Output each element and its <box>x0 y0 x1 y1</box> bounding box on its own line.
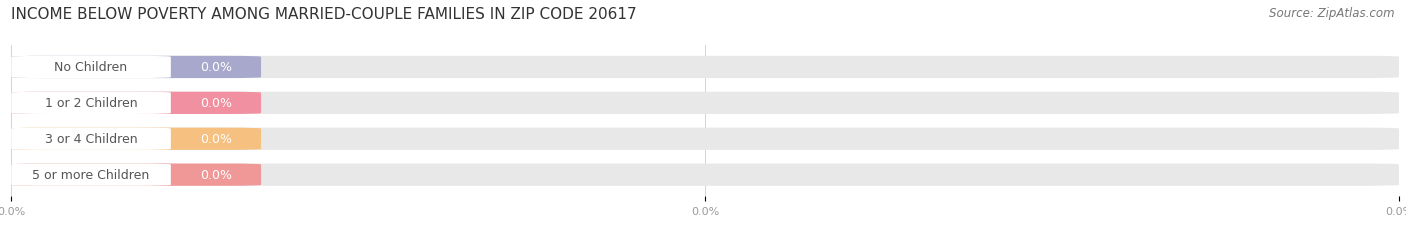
FancyBboxPatch shape <box>11 128 262 150</box>
FancyBboxPatch shape <box>11 128 1399 150</box>
FancyBboxPatch shape <box>11 164 1399 186</box>
Text: 0.0%: 0.0% <box>200 168 232 181</box>
FancyBboxPatch shape <box>11 57 262 79</box>
Text: 5 or more Children: 5 or more Children <box>32 168 149 181</box>
FancyBboxPatch shape <box>11 92 172 115</box>
FancyBboxPatch shape <box>11 92 1399 115</box>
Text: No Children: No Children <box>55 61 128 74</box>
FancyBboxPatch shape <box>11 57 1399 79</box>
Text: 1 or 2 Children: 1 or 2 Children <box>45 97 138 110</box>
FancyBboxPatch shape <box>11 164 172 186</box>
FancyBboxPatch shape <box>11 57 172 79</box>
Text: 0.0%: 0.0% <box>200 97 232 110</box>
Text: 0.0%: 0.0% <box>200 61 232 74</box>
FancyBboxPatch shape <box>11 164 262 186</box>
Text: 0.0%: 0.0% <box>200 133 232 146</box>
Text: INCOME BELOW POVERTY AMONG MARRIED-COUPLE FAMILIES IN ZIP CODE 20617: INCOME BELOW POVERTY AMONG MARRIED-COUPL… <box>11 7 637 22</box>
Text: 3 or 4 Children: 3 or 4 Children <box>45 133 138 146</box>
FancyBboxPatch shape <box>11 92 262 115</box>
FancyBboxPatch shape <box>11 128 172 150</box>
Text: Source: ZipAtlas.com: Source: ZipAtlas.com <box>1270 7 1395 20</box>
